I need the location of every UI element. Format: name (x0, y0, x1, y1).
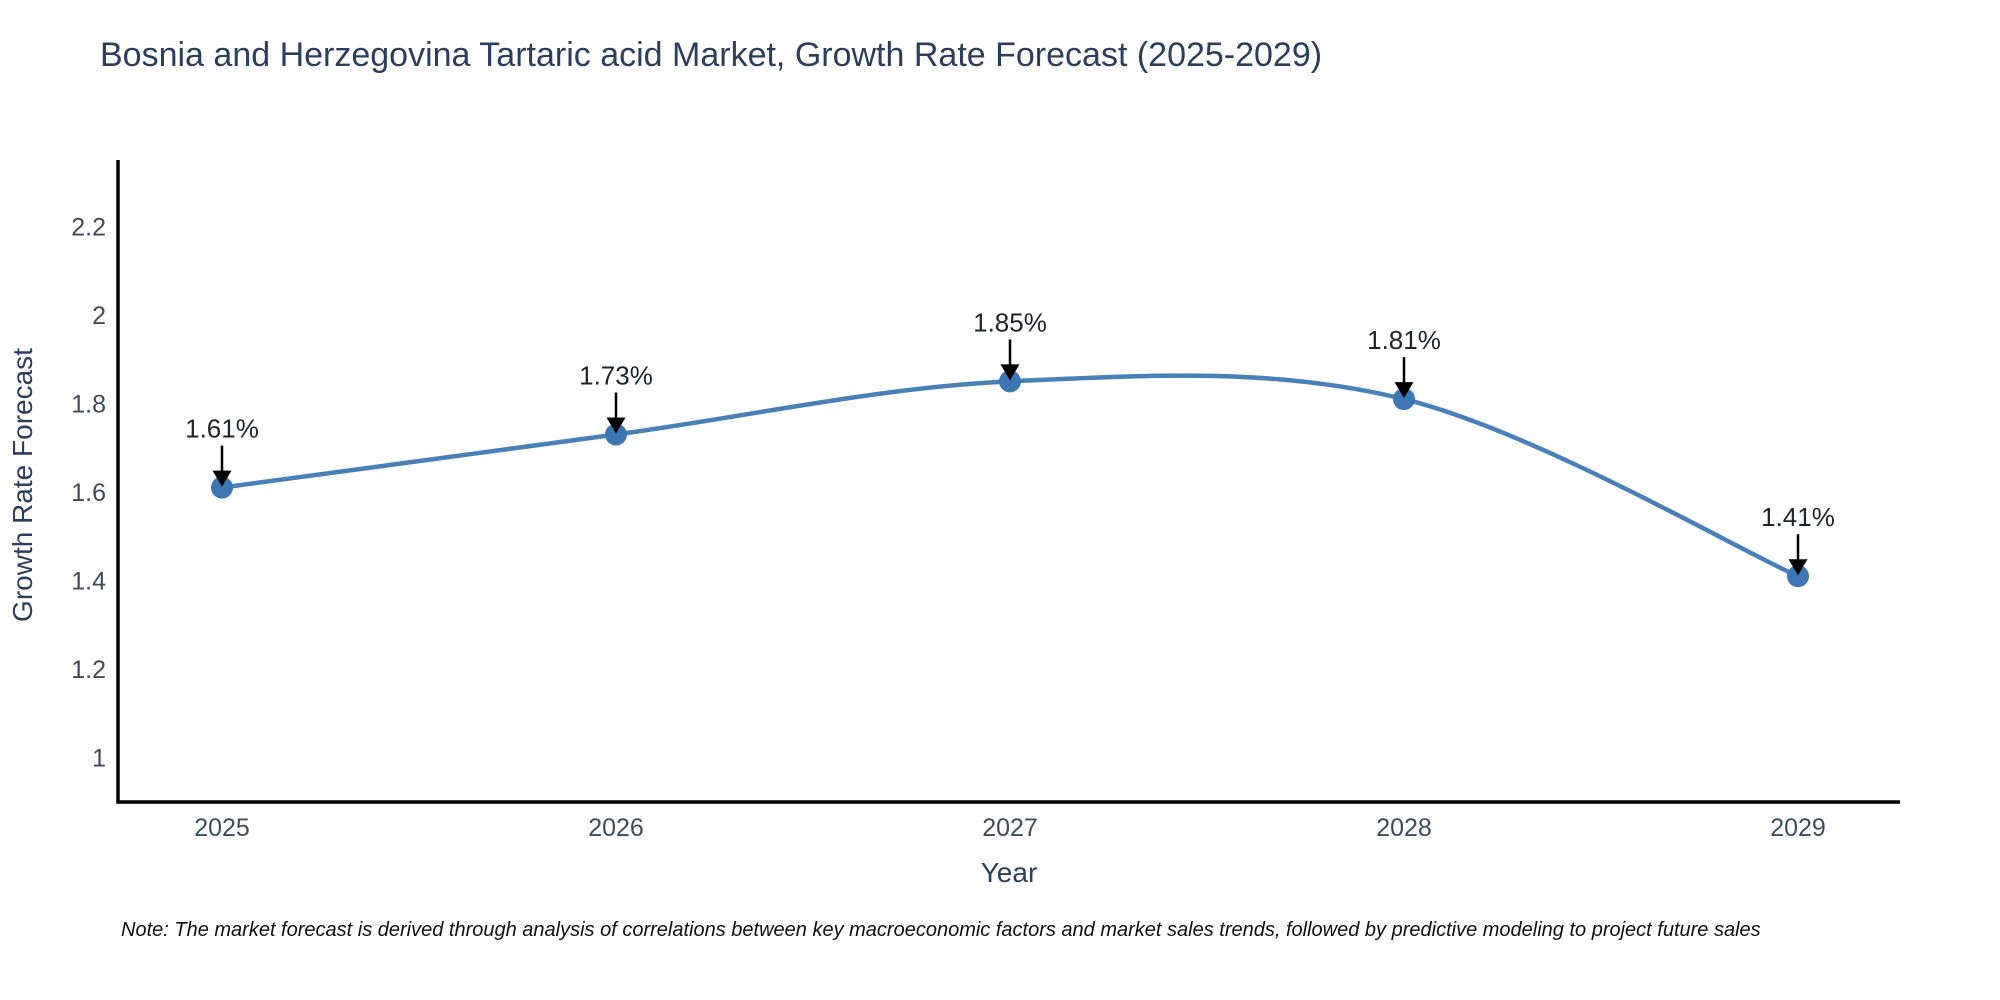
svg-text:2029: 2029 (1770, 814, 1826, 842)
svg-text:2028: 2028 (1376, 814, 1432, 842)
svg-text:1.8: 1.8 (71, 391, 106, 419)
point-annotation: 1.73% (579, 361, 653, 434)
point-annotation: 1.85% (973, 307, 1047, 381)
svg-text:1.6: 1.6 (71, 479, 106, 507)
x-axis-tick-labels: 2025 2026 2027 2028 2029 (194, 814, 1826, 842)
arrowhead-icon (1394, 382, 1414, 399)
point-annotation: 1.41% (1761, 502, 1835, 576)
growth-rate-series (211, 370, 1809, 588)
svg-text:2.2: 2.2 (71, 213, 106, 241)
svg-text:2025: 2025 (194, 814, 250, 842)
chart-title: Bosnia and Herzegovina Tartaric acid Mar… (100, 36, 1323, 74)
axis-lines (116, 160, 1900, 804)
data-point-marker (999, 370, 1021, 393)
y-axis-tick-labels: 1 1.2 1.4 1.6 1.8 2 2.2 (71, 213, 106, 772)
arrowhead-icon (1000, 364, 1020, 381)
data-point-marker (1393, 388, 1415, 411)
data-point-annotations: 1.61% 1.73% 1.85% 1.81% 1.41% (185, 307, 1835, 576)
svg-text:1.2: 1.2 (71, 656, 106, 684)
x-axis-title: Year (981, 857, 1038, 888)
data-point-marker (605, 423, 627, 446)
svg-text:1.81%: 1.81% (1367, 325, 1441, 355)
svg-text:2: 2 (92, 302, 106, 330)
svg-text:2026: 2026 (588, 814, 644, 842)
svg-text:1.85%: 1.85% (973, 307, 1047, 337)
arrowhead-icon (606, 417, 626, 434)
svg-text:1: 1 (92, 745, 106, 773)
svg-text:1.41%: 1.41% (1761, 502, 1835, 532)
svg-text:1.4: 1.4 (71, 568, 106, 596)
arrowhead-icon (1788, 559, 1808, 576)
svg-text:1.73%: 1.73% (579, 361, 653, 391)
svg-text:2027: 2027 (982, 814, 1038, 842)
data-point-marker (1787, 565, 1809, 588)
point-annotation: 1.61% (185, 414, 259, 487)
svg-text:1.61%: 1.61% (185, 414, 259, 444)
arrowhead-icon (212, 470, 232, 487)
footnote: Note: The market forecast is derived thr… (121, 919, 1761, 941)
data-point-marker (211, 476, 233, 499)
point-annotation: 1.81% (1367, 325, 1441, 399)
y-axis-title: Growth Rate Forecast (7, 348, 38, 622)
